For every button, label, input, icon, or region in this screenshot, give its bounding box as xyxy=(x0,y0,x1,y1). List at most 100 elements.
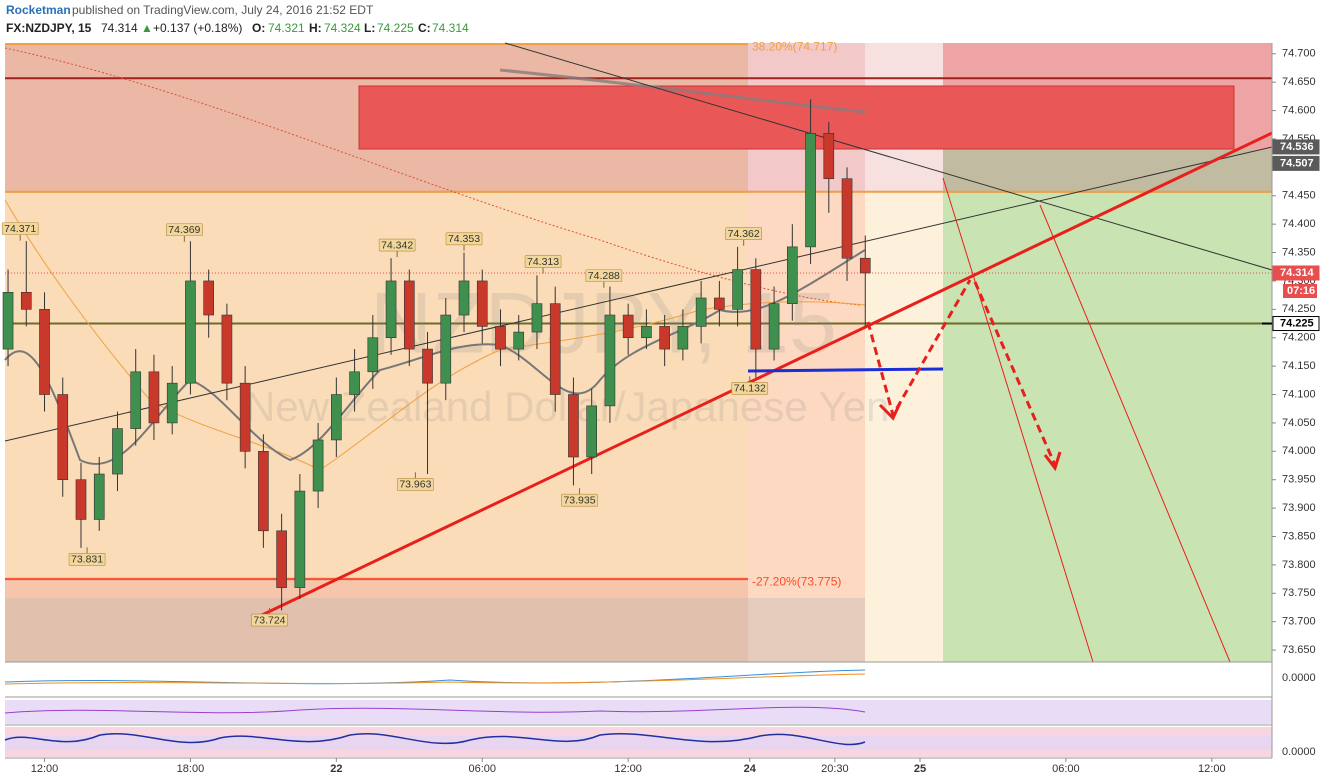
price-label-box xyxy=(1272,265,1320,281)
candle-body xyxy=(57,394,69,481)
annotation-box xyxy=(445,232,483,246)
price-label-box xyxy=(1272,155,1320,171)
y-tick-label: 74.650 xyxy=(1282,76,1316,88)
x-tick-label: 22 xyxy=(330,763,342,775)
candle-body xyxy=(440,314,452,384)
annotation-box xyxy=(166,223,203,237)
indicator-tick: 0.0000 xyxy=(1282,746,1316,758)
price-label-box xyxy=(1272,316,1320,332)
candle-body xyxy=(39,309,50,395)
candle-body xyxy=(495,326,506,350)
candle-body xyxy=(586,405,598,458)
price-label: 74.507 xyxy=(1280,157,1314,169)
annotation-box xyxy=(378,238,416,252)
x-tick-label: 06:00 xyxy=(1052,763,1080,775)
candle-body xyxy=(2,292,14,350)
candle-body xyxy=(276,530,287,588)
candle-body xyxy=(221,314,233,384)
annotation-box xyxy=(251,613,288,627)
candle-body xyxy=(166,382,178,424)
candle-body xyxy=(823,132,835,180)
annotation-label: 74.353 xyxy=(448,233,480,245)
x-tick-label: 18:00 xyxy=(177,763,205,775)
annotation-box xyxy=(68,552,106,566)
price-label: 74.536 xyxy=(1280,141,1314,153)
candle-body xyxy=(312,439,324,492)
annotation-label: 74.369 xyxy=(168,224,200,236)
candle-body xyxy=(695,297,707,327)
candle-body xyxy=(422,348,433,384)
candle-body xyxy=(458,280,470,316)
y-tick-label: 73.650 xyxy=(1282,644,1316,656)
y-tick-label: 74.150 xyxy=(1282,360,1316,372)
annotation-label: 74.288 xyxy=(588,270,620,282)
open: 74.321 xyxy=(268,21,305,35)
y-tick-label: 74.000 xyxy=(1282,445,1316,457)
candle-body xyxy=(805,132,816,248)
high: 74.324 xyxy=(324,21,361,35)
annotation-label: 74.132 xyxy=(734,383,766,395)
y-tick-label: 74.050 xyxy=(1282,417,1316,429)
countdown: 07:16 xyxy=(1287,285,1315,297)
price-label: 74.225 xyxy=(1280,317,1314,329)
annotation-label: 73.963 xyxy=(399,479,431,491)
candle-body xyxy=(148,371,160,424)
y-tick-label: 74.450 xyxy=(1282,190,1316,202)
annotation-label: 74.313 xyxy=(527,256,559,268)
annotation-box xyxy=(725,227,762,241)
change: +0.137 (+0.18%) xyxy=(153,21,242,35)
candle-body xyxy=(403,280,415,350)
fib-label: 38.20%(74.717) xyxy=(752,39,837,53)
annotation-box xyxy=(524,255,562,268)
close-label: C: xyxy=(418,21,431,35)
y-tick-label: 74.200 xyxy=(1282,332,1316,344)
zones xyxy=(5,43,1272,662)
candle-body xyxy=(604,314,616,407)
candle-body xyxy=(677,326,689,350)
indicator-tick: 0.0000 xyxy=(1282,672,1316,684)
indicators xyxy=(4,43,1273,759)
annotation-label: 74.371 xyxy=(4,223,36,235)
candle-body xyxy=(203,280,214,316)
candle-body xyxy=(714,297,725,310)
x-tick-label: 12:00 xyxy=(31,763,59,775)
published: published on TradingView.com, July 24, 2… xyxy=(72,3,374,17)
y-tick-label: 74.700 xyxy=(1282,48,1316,60)
price-label-box xyxy=(1272,139,1320,155)
x-tick-label: 12:00 xyxy=(614,763,642,775)
candle-body xyxy=(93,473,105,520)
close: 74.314 xyxy=(432,21,469,35)
y-tick-label: 74.350 xyxy=(1282,246,1316,258)
price-label: 74.314 xyxy=(1280,267,1315,279)
candle-body xyxy=(239,382,251,452)
candle-body xyxy=(20,292,32,310)
candle-body xyxy=(130,371,142,429)
x-tick-label: 06:00 xyxy=(468,763,496,775)
candle-body xyxy=(294,490,306,588)
annotation-label: 74.362 xyxy=(728,228,760,240)
y-tick-label: 74.400 xyxy=(1282,218,1316,230)
candle-body xyxy=(568,394,579,458)
candle-body xyxy=(75,479,87,520)
y-tick-label: 73.900 xyxy=(1282,502,1316,514)
low-label: L: xyxy=(364,21,375,35)
candle-body xyxy=(185,280,196,384)
annotation-box xyxy=(585,269,623,283)
y-tick-label: 74.250 xyxy=(1282,303,1316,315)
candle-body xyxy=(476,280,488,327)
annotation-label: 73.935 xyxy=(563,495,595,507)
symbol: FX:NZDJPY, 15 xyxy=(6,21,92,35)
countdown-box xyxy=(1283,283,1317,298)
candle-body xyxy=(841,178,853,259)
annotation-label: 73.831 xyxy=(71,554,103,566)
annotation-box xyxy=(1,222,39,235)
fib-label: -27.20%(73.775) xyxy=(752,574,841,588)
candle-body xyxy=(531,303,543,333)
candle-body xyxy=(859,257,871,274)
open-label: O: xyxy=(252,21,265,35)
candle-body xyxy=(112,428,123,475)
annotation-box xyxy=(561,493,598,507)
last-price: 74.314 xyxy=(101,21,138,35)
annotation-label: 73.724 xyxy=(253,614,285,626)
